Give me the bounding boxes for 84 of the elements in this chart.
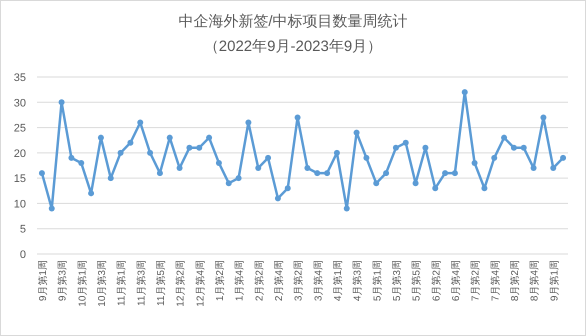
- point: [422, 144, 428, 151]
- x-tick-label: 11月第1周: [116, 260, 128, 306]
- point: [550, 165, 556, 172]
- x-tick-label: 2月第4周: [272, 260, 285, 302]
- point: [186, 144, 192, 151]
- point: [127, 140, 134, 146]
- point: [38, 170, 45, 176]
- y-tick-label: 35: [14, 72, 26, 84]
- point: [176, 165, 183, 172]
- chart-subtitle: （2022年9月-2023年9月）: [204, 38, 382, 55]
- point: [560, 154, 566, 161]
- point: [274, 195, 281, 202]
- point: [98, 134, 104, 141]
- x-tick-label: 3月第2周: [292, 260, 305, 302]
- point: [108, 175, 114, 182]
- point: [236, 175, 242, 182]
- y-tick-label: 25: [14, 122, 26, 135]
- point: [58, 99, 65, 106]
- y-tick-label: 30: [14, 97, 26, 110]
- x-tick-label: 10月第3周: [96, 260, 108, 307]
- y-tick-label: 10: [14, 198, 26, 210]
- point: [452, 170, 458, 176]
- point: [462, 89, 468, 96]
- point: [314, 170, 320, 176]
- x-tick-label: 7月第2周: [470, 260, 482, 302]
- point: [530, 165, 537, 172]
- point: [363, 154, 370, 161]
- y-tick-label: 5: [20, 224, 26, 236]
- x-tick-label: 12月第2周: [174, 260, 187, 307]
- x-tick-label: 2月第2周: [253, 260, 266, 302]
- x-tick-label: 6月第2周: [430, 260, 442, 302]
- x-tick-label: 7月第4周: [489, 260, 502, 302]
- x-tick-label: 8月第4周: [528, 260, 541, 302]
- point: [491, 154, 498, 161]
- x-tick-label: 4月第3周: [352, 260, 364, 302]
- x-tick-label: 9月第1周: [548, 260, 560, 302]
- point: [412, 180, 419, 186]
- chart-title: 中企海外新签/中标项目数量周统计: [178, 13, 408, 30]
- point: [48, 205, 55, 212]
- x-tick-label: 5月第5周: [410, 260, 423, 302]
- point: [284, 185, 291, 192]
- x-tick-label: 12月第4周: [194, 260, 206, 307]
- point: [147, 150, 154, 156]
- point: [216, 160, 222, 166]
- point: [510, 144, 517, 151]
- point: [324, 170, 330, 176]
- point: [472, 160, 478, 166]
- point: [540, 114, 546, 120]
- y-tick-label: 20: [14, 148, 26, 160]
- point: [520, 144, 527, 151]
- point: [88, 190, 94, 196]
- point: [118, 150, 124, 156]
- x-tick-label: 9月第1周: [36, 260, 49, 302]
- point: [501, 134, 508, 141]
- x-tick-label: 9月第3周: [56, 260, 69, 302]
- point: [206, 134, 212, 141]
- y-tick-label: 15: [14, 173, 26, 186]
- x-tick-label: 6月第4周: [450, 260, 462, 302]
- point: [226, 180, 232, 186]
- point: [392, 144, 399, 151]
- x-tick-label: 1月第4周: [234, 260, 246, 302]
- point: [383, 170, 390, 176]
- point: [68, 154, 74, 161]
- point: [304, 165, 310, 172]
- point: [196, 144, 202, 151]
- x-tick-label: 4月第1周: [332, 260, 344, 302]
- x-tick-label: 11月第5周: [154, 260, 167, 306]
- point: [294, 114, 301, 120]
- point: [402, 140, 409, 146]
- x-tick-label: 1月第2周: [214, 260, 226, 302]
- point: [156, 170, 163, 176]
- x-tick-label: 3月第4周: [312, 260, 324, 302]
- point: [334, 150, 340, 156]
- point: [265, 154, 272, 161]
- x-tick-label: 11月第3周: [135, 260, 148, 306]
- x-tick-label: 5月第1周: [371, 260, 384, 302]
- point: [78, 160, 84, 166]
- x-tick-label: 5月第3周: [390, 260, 403, 302]
- x-tick-label: 8月第2周: [508, 260, 521, 302]
- point: [255, 165, 262, 172]
- point: [442, 170, 448, 176]
- point: [373, 180, 380, 186]
- y-tick-label: 0: [20, 249, 26, 261]
- x-tick-label: 10月第1周: [76, 260, 88, 307]
